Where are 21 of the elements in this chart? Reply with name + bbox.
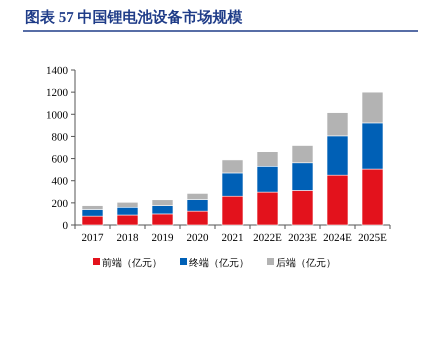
x-tick-label: 2017 [82, 232, 104, 244]
x-tick-label: 2020 [186, 232, 209, 244]
y-tick-label: 0 [62, 220, 68, 232]
legend-label: 终端（亿元） [189, 257, 249, 269]
chart-title: 图表 57 中国锂电池设备市场规模 [25, 8, 244, 26]
y-tick-label: 200 [52, 198, 68, 210]
y-tick-label: 1400 [46, 65, 68, 77]
legend-label: 前端（亿元） [102, 257, 162, 269]
x-tick-label: 2018 [116, 232, 139, 244]
y-tick-label: 1200 [46, 87, 68, 100]
x-tick-label: 2024E [323, 232, 352, 244]
y-tick-label: 800 [52, 131, 68, 144]
legend-label: 后端（亿元） [276, 257, 336, 269]
x-tick-label: 2025E [358, 232, 388, 244]
y-tick-label: 600 [52, 154, 68, 166]
x-tick-label: 2023E [288, 232, 318, 244]
y-tick-label: 1000 [46, 109, 68, 122]
x-tick-label: 2019 [152, 232, 174, 244]
x-tick-label: 2021 [222, 232, 244, 244]
x-tick-label: 2022E [253, 232, 282, 244]
y-tick-label: 400 [52, 176, 68, 188]
